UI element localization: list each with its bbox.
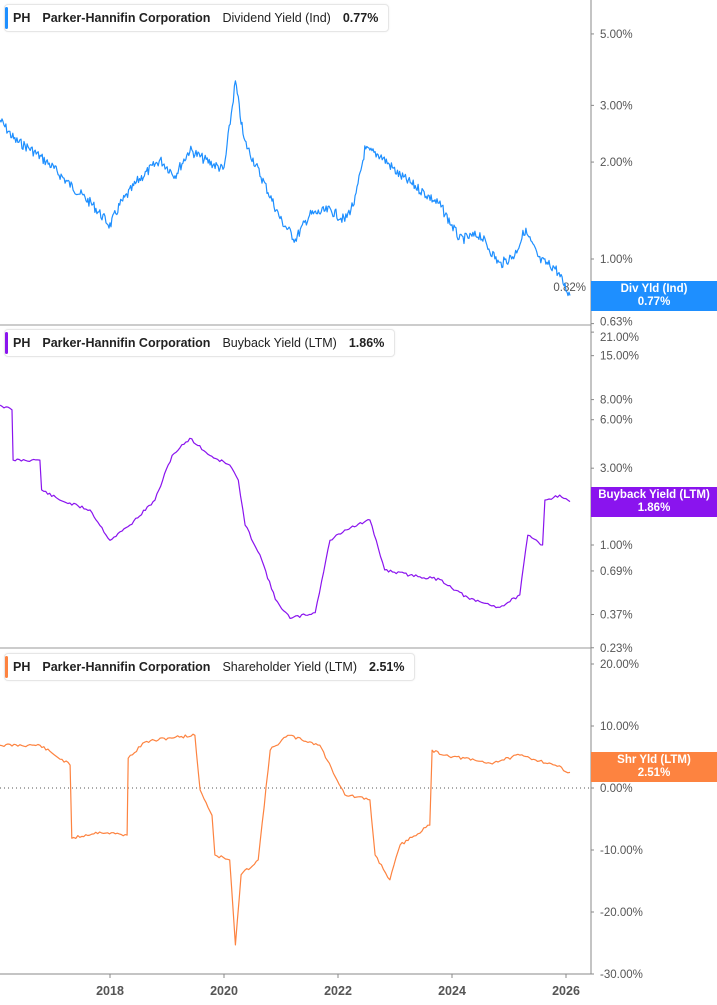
metric-value: 1.86% [348, 336, 385, 350]
y-tick-label: -30.00% [600, 969, 643, 981]
series-line [0, 404, 571, 620]
y-tick-label: 1.00% [600, 254, 633, 266]
y-tick-label: -20.00% [600, 907, 643, 919]
badge-label: Div Yld (Ind) [620, 283, 688, 295]
company-name: Parker-Hannifin Corporation [42, 336, 211, 350]
badge-value: 0.77% [637, 296, 671, 308]
x-tick-label: 2024 [438, 984, 466, 998]
badge-value: 1.86% [637, 502, 671, 514]
y-tick-label: 3.00% [600, 463, 633, 475]
x-tick-label: 2022 [324, 984, 352, 998]
series-color-bar [5, 656, 8, 678]
y-tick-label: 0.23% [600, 643, 633, 655]
metric-name: Shareholder Yield (LTM) [222, 660, 358, 674]
metric-value: 2.51% [369, 660, 405, 674]
series-color-bar [5, 7, 8, 29]
y-tick-label: -10.00% [600, 845, 643, 857]
x-tick-label: 2018 [96, 984, 124, 998]
y-tick-label: 2.00% [600, 157, 633, 169]
y-tick-label: 0.82% [553, 282, 586, 294]
y-tick-label: 6.00% [600, 415, 633, 427]
ticker: PH [13, 11, 31, 25]
panel-header-shareholder-yield: PH Parker-Hannifin Corporation Sharehold… [4, 653, 416, 681]
company-name: Parker-Hannifin Corporation [42, 660, 211, 674]
y-tick-label: 3.00% [600, 100, 633, 112]
badge-label: Buyback Yield (LTM) [598, 489, 710, 501]
series-color-bar [5, 332, 8, 354]
y-tick-label: 21.00% [600, 332, 639, 344]
y-tick-label: 0.37% [600, 610, 633, 622]
y-tick-label: 5.00% [600, 29, 633, 41]
panel-2: 20.00% 10.00% 0.00% -10.00% -20.00% -30.00% [0, 659, 643, 981]
badge-label: Shr Yld (LTM) [617, 754, 691, 766]
series-line [0, 733, 571, 946]
y-tick-label: 1.00% [600, 540, 633, 552]
series-line [0, 80, 571, 297]
y-tick-label: 8.00% [600, 395, 633, 407]
badge-value: 2.51% [637, 767, 671, 779]
metric-name: Buyback Yield (LTM) [222, 336, 337, 350]
y-tick-label: 10.00% [600, 721, 639, 733]
company-name: Parker-Hannifin Corporation [42, 11, 211, 25]
y-tick-label: 20.00% [600, 659, 639, 671]
x-tick-label: 2020 [210, 984, 238, 998]
last-value-badge-dividend: Div Yld (Ind) 0.77% [591, 281, 717, 311]
panel-1: 21.00% 15.00% 8.00% 6.00% 3.00% 1.00% 0.69% 0.3… [0, 331, 639, 655]
panel-0: 5.00% 3.00% 2.00% 1.00% 0.82% 0.63% [0, 29, 633, 329]
ticker: PH [13, 336, 31, 350]
y-tick-label: 0.69% [600, 566, 633, 578]
metric-name: Dividend Yield (Ind) [222, 11, 331, 25]
last-value-badge-shareholder: Shr Yld (LTM) 2.51% [591, 752, 717, 782]
y-tick-label: 0.00% [600, 783, 633, 795]
y-tick-label: 15.00% [600, 351, 639, 363]
last-value-badge-buyback: Buyback Yield (LTM) 1.86% [591, 487, 717, 517]
metric-value: 0.77% [342, 11, 379, 25]
panel-header-dividend-yield: PH Parker-Hannifin Corporation Dividend … [4, 4, 390, 32]
ticker: PH [13, 660, 31, 674]
x-tick-label: 2026 [552, 984, 580, 998]
y-tick-label: 0.63% [600, 317, 633, 329]
panel-header-buyback-yield: PH Parker-Hannifin Corporation Buyback Y… [4, 329, 396, 357]
